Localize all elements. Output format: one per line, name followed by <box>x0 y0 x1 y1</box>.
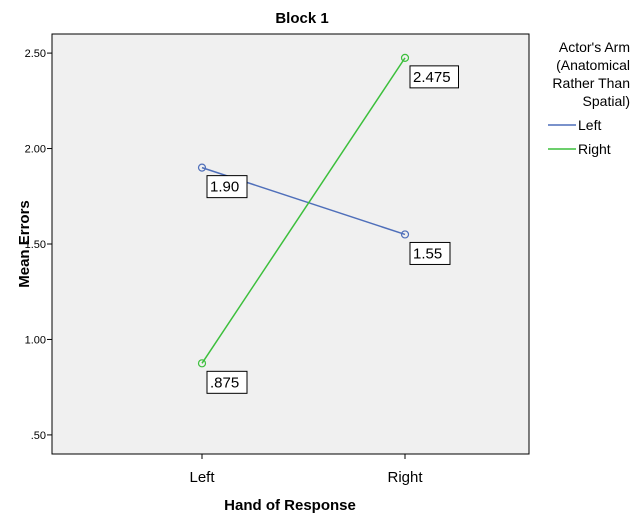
data-label-box <box>409 65 459 89</box>
data-point <box>197 163 207 172</box>
legend-title-line-3: Rather Than <box>552 75 630 91</box>
y-tick-label: 2.00 <box>25 144 46 156</box>
y-tick-label: 1.00 <box>25 334 46 346</box>
series-layer: 1.90 1.55 .875 2.475 <box>197 53 459 394</box>
data-label-box <box>206 370 248 394</box>
x-tick-label: Left <box>189 469 215 486</box>
y-axis-title: Mean Errors <box>16 200 33 288</box>
legend-title-line-4: Spatial) <box>583 93 630 109</box>
legend-title-line-1: Actor's Arm <box>559 39 630 55</box>
data-label: .875 <box>210 374 239 391</box>
y-tick-label: .50 <box>31 430 46 442</box>
x-axis-title: Hand of Response <box>224 497 356 514</box>
data-label: 2.475 <box>413 69 451 86</box>
series-left: 1.90 1.55 <box>197 163 451 265</box>
series-right: .875 2.475 <box>197 53 459 394</box>
series-line <box>201 57 406 364</box>
legend: Actor's Arm (Anatomical Rather Than Spat… <box>548 39 630 157</box>
legend-label-left: Left <box>578 117 601 133</box>
chart-title: Block 1 <box>275 10 328 27</box>
data-point <box>197 359 207 368</box>
data-label-box <box>409 241 451 265</box>
x-tick-label: Right <box>387 469 423 486</box>
x-axis: Left Right <box>189 454 423 486</box>
data-label: 1.55 <box>413 245 442 262</box>
legend-title-line-2: (Anatomical <box>556 57 630 73</box>
plot-area <box>51 33 530 455</box>
y-tick-label: 1.50 <box>25 239 46 251</box>
data-label: 1.90 <box>210 179 239 196</box>
data-point <box>400 53 410 62</box>
data-label-box <box>206 175 248 199</box>
y-axis: .50 1.00 1.50 2.00 2.50 <box>25 48 52 442</box>
legend-label-right: Right <box>578 141 611 157</box>
y-tick-label: 2.50 <box>25 48 46 60</box>
data-point <box>400 230 410 239</box>
